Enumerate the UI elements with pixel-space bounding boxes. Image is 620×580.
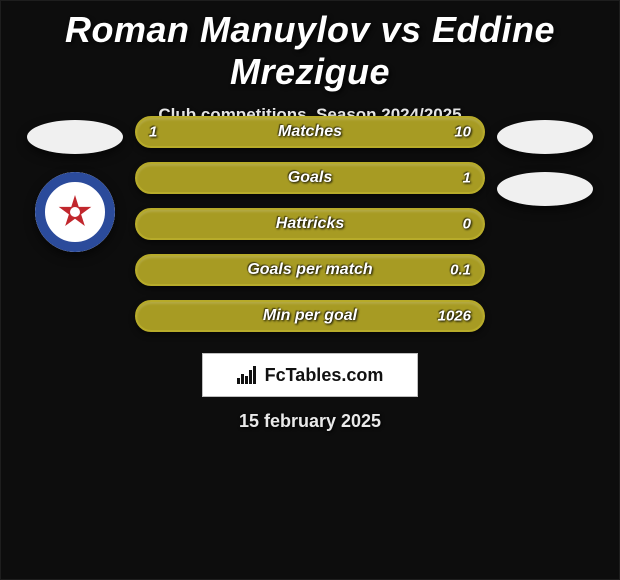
stat-left-value: 1	[149, 124, 157, 141]
stat-right-value: 0	[463, 216, 471, 233]
stat-bar-goals-per-match: Goals per match 0.1	[135, 254, 485, 286]
stat-label: Min per goal	[263, 307, 357, 325]
stat-label: Hattricks	[276, 215, 344, 233]
stat-bar-min-per-goal: Min per goal 1026	[135, 300, 485, 332]
stat-right-value: 1026	[438, 308, 471, 325]
stats-bar-list: 1 Matches 10 Goals 1 Hattricks 0 Goals p…	[135, 116, 485, 332]
stat-right-value: 10	[454, 124, 471, 141]
stat-right-value: 1	[463, 170, 471, 187]
stat-label: Goals per match	[247, 261, 372, 279]
stat-label: Goals	[288, 169, 332, 187]
right-column	[485, 116, 605, 206]
left-column	[15, 116, 135, 252]
date-text: 15 february 2025	[1, 411, 619, 432]
content-row: 1 Matches 10 Goals 1 Hattricks 0 Goals p…	[1, 116, 619, 332]
chart-bars-icon	[237, 366, 259, 384]
stat-bar-hattricks: Hattricks 0	[135, 208, 485, 240]
fctables-label: FcTables.com	[265, 365, 384, 386]
stat-right-value: 0.1	[450, 262, 471, 279]
right-country-flag	[497, 120, 593, 154]
fctables-attribution[interactable]: FcTables.com	[202, 353, 418, 397]
right-club-flag	[497, 172, 593, 206]
left-country-flag	[27, 120, 123, 154]
stat-bar-matches: 1 Matches 10	[135, 116, 485, 148]
left-club-badge	[35, 172, 115, 252]
page-title: Roman Manuylov vs Eddine Mrezigue	[1, 9, 619, 93]
stat-bar-goals: Goals 1	[135, 162, 485, 194]
stat-label: Matches	[278, 123, 342, 141]
